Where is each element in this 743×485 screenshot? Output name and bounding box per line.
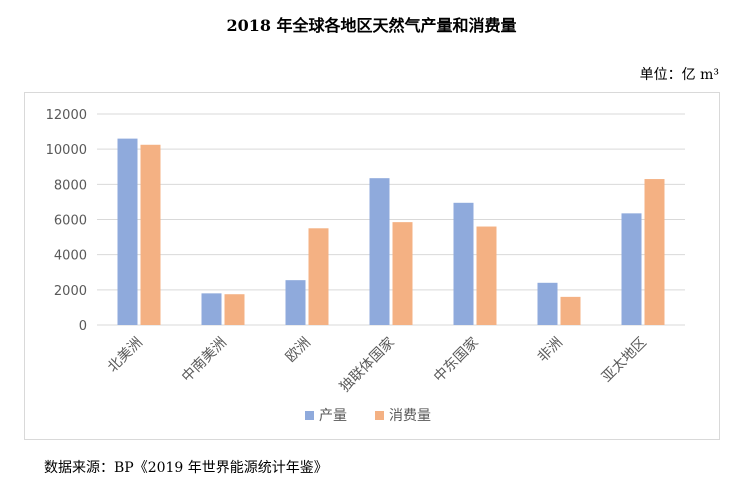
bar-产量 — [201, 293, 222, 325]
legend-swatch — [305, 411, 314, 420]
x-tick-label: 中南美洲 — [179, 335, 230, 386]
x-tick-label: 北美洲 — [105, 335, 146, 376]
bar-chart: 0 2000 4000 6000 8000 10000 12000 北美洲 中南美洲 欧洲 独联体国… — [46, 108, 685, 424]
x-tick-label: 欧洲 — [283, 335, 314, 366]
bar-消费量 — [392, 222, 413, 325]
chart-title: 2018 年全球各地区天然气产量和消费量 — [226, 16, 517, 35]
y-tick-label: 2000 — [54, 284, 87, 299]
bar-消费量 — [308, 228, 329, 325]
bar-消费量 — [644, 179, 665, 325]
bar-产量 — [285, 280, 306, 325]
y-tick-label: 6000 — [54, 214, 87, 229]
bar-产量 — [369, 178, 390, 325]
bar-产量 — [537, 282, 558, 325]
bar-产量 — [117, 138, 138, 325]
x-tick-label: 独联体国家 — [336, 334, 398, 396]
y-tick-label: 4000 — [54, 249, 87, 264]
source-note: 数据来源：BP《2019 年世界能源统计年鉴》 — [44, 460, 328, 476]
unit-label: 单位：亿 m³ — [639, 67, 719, 83]
x-tick-label: 中东国家 — [430, 334, 482, 386]
x-tick-label: 非洲 — [535, 335, 566, 366]
bar-消费量 — [224, 294, 245, 325]
y-tick-label: 10000 — [46, 143, 87, 158]
legend-swatch — [375, 411, 384, 420]
bar-消费量 — [140, 144, 161, 325]
legend-label: 产量 — [319, 408, 347, 424]
y-tick-label: 8000 — [54, 178, 87, 193]
y-tick-label: 0 — [79, 319, 87, 334]
bar-消费量 — [560, 296, 581, 325]
y-tick-label: 12000 — [46, 108, 87, 123]
x-tick-label: 亚太地区 — [599, 335, 650, 386]
bar-消费量 — [476, 226, 497, 325]
legend-label: 消费量 — [389, 408, 431, 424]
chart-frame: 0 2000 4000 6000 8000 10000 12000 北美洲 中南美洲 欧洲 独联体国… — [24, 92, 720, 440]
bar-产量 — [453, 202, 474, 325]
bar-产量 — [621, 213, 642, 325]
